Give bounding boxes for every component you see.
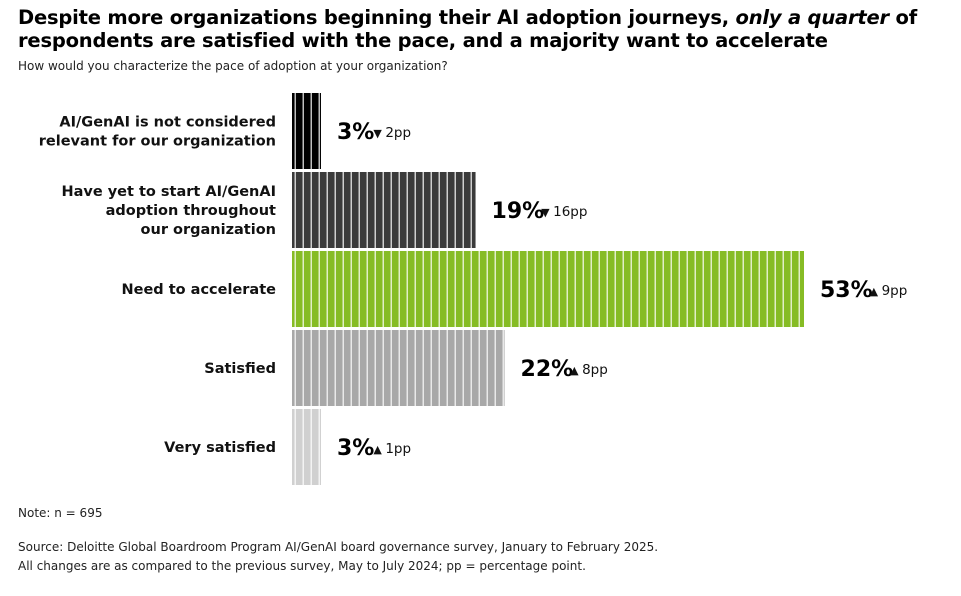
change-value: 16pp [553,204,587,220]
category-label-line: Satisfied [204,361,276,377]
category-label-line: relevant for our organization [39,134,276,150]
up-arrow-icon: ▲ [870,285,882,298]
down-arrow-icon: ▼ [541,206,553,219]
change-value: 2pp [385,125,411,141]
bar-3 [292,330,505,406]
bar-chart: AI/GenAI is not considered relevant for o… [39,93,908,485]
category-label-line: our organization [141,222,276,238]
change-label-4: ▲ 1pp [373,441,411,457]
change-value: 1pp [385,441,411,457]
category-label-0: AI/GenAI is not considered relevant for o… [39,115,276,150]
category-label-3: Satisfied [204,361,276,377]
value-label-1: 19% [492,199,545,224]
category-label-line: AI/GenAI is not considered [59,115,276,131]
down-arrow-icon: ▼ [373,127,385,140]
category-label-line: Have yet to start AI/GenAI [61,184,276,200]
change-label-3: ▲ 8pp [570,362,608,378]
change-label-1: ▼ 16pp [541,204,587,220]
title-part-1: Despite more organizations beginning the… [18,6,736,29]
value-label-3: 22% [521,357,574,382]
bar-2 [292,251,804,327]
category-label-1: Have yet to start AI/GenAI adoption throu… [61,184,276,238]
value-label-4: 3% [337,436,374,461]
source-line-2: All changes are as compared to the previ… [18,559,586,573]
up-arrow-icon: ▲ [373,443,385,456]
source-note: Source: Deloitte Global Boardroom Progra… [18,538,658,576]
value-label-0: 3% [337,120,374,145]
up-arrow-icon: ▲ [570,364,582,377]
bar-0 [292,93,321,169]
category-label-line: Need to accelerate [122,282,277,298]
sample-size-note: Note: n = 695 [18,506,103,520]
category-label-line: Very satisfied [164,440,276,456]
chart-title: Despite more organizations beginning the… [18,6,948,52]
chart-subtitle: How would you characterize the pace of a… [18,59,448,73]
category-label-2: Need to accelerate [122,282,277,298]
category-label-4: Very satisfied [164,440,276,456]
value-label-2: 53% [820,278,873,303]
category-label-line: adoption throughout [106,203,276,219]
bar-4 [292,409,321,485]
title-emphasis: only a quarter [735,6,890,29]
change-value: 8pp [582,362,608,378]
source-line-1: Source: Deloitte Global Boardroom Progra… [18,540,659,554]
change-value: 9pp [882,283,908,299]
change-label-2: ▲ 9pp [870,283,908,299]
title-part-2: of respondents are satisfied with the pa… [18,6,918,52]
change-label-0: ▼ 2pp [373,125,411,141]
bar-1 [292,172,476,248]
